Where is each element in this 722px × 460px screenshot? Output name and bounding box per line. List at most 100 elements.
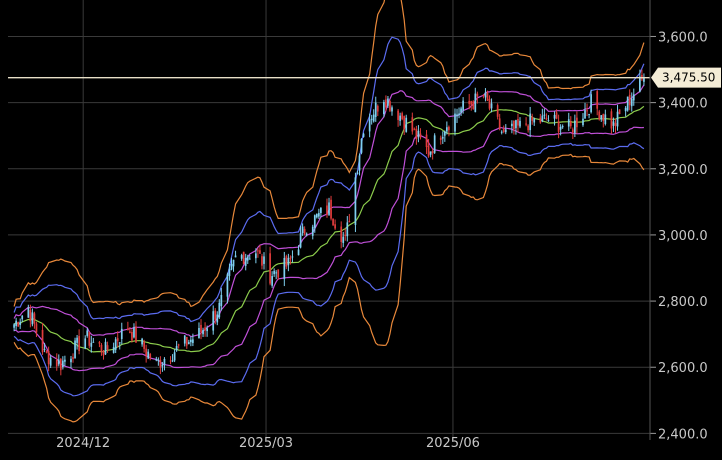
candle-body <box>419 133 422 138</box>
last-price-tag-shape <box>651 67 721 88</box>
candle-body <box>545 117 548 120</box>
candle-body <box>576 117 578 128</box>
candle-body <box>269 253 271 284</box>
candle-body <box>614 123 617 127</box>
candle-body <box>291 256 294 258</box>
candle-body <box>84 338 87 349</box>
candle-body <box>169 360 172 362</box>
candle-body <box>643 77 645 82</box>
candle-body <box>411 117 414 132</box>
candle-body <box>88 332 91 346</box>
candle-body <box>498 118 501 130</box>
candle-body <box>102 351 105 356</box>
candle-body <box>163 358 166 365</box>
candle-body <box>35 323 38 333</box>
candle-body <box>539 117 542 123</box>
candle-body <box>285 256 288 267</box>
candle-body <box>127 328 129 331</box>
candle-body <box>100 344 103 353</box>
candle-body <box>397 110 399 120</box>
candle-body <box>511 123 513 127</box>
candle-body <box>531 116 534 121</box>
candle-body <box>232 259 235 267</box>
candle-body <box>175 346 178 351</box>
candle-body <box>517 118 519 126</box>
candle-body <box>29 310 32 322</box>
x-tick-label: 2024/12 <box>56 436 110 451</box>
y-tick-label: 3,600.0 <box>658 30 708 45</box>
candle-body <box>346 222 349 237</box>
candle-body <box>234 255 237 258</box>
candle-body <box>567 119 570 127</box>
candle-body <box>214 310 217 320</box>
candle-body <box>120 328 123 339</box>
candle-body <box>49 357 52 366</box>
candle-body <box>600 115 603 120</box>
candle-body <box>114 339 117 350</box>
candle-body <box>159 359 162 368</box>
candle-body <box>98 342 101 344</box>
candle-body <box>454 113 456 132</box>
candle-body <box>330 199 332 219</box>
candle-body <box>147 351 150 359</box>
candle-body <box>472 101 475 109</box>
candle-body <box>187 342 190 345</box>
candle-body <box>275 272 278 274</box>
candle-body <box>582 118 584 126</box>
x-tick-label: 2025/06 <box>426 436 480 451</box>
candle-body <box>17 321 20 327</box>
candle-body <box>177 344 180 346</box>
candle-body <box>612 121 615 126</box>
candle-body <box>488 98 491 109</box>
candle-body <box>171 360 174 362</box>
candle-body <box>586 110 588 112</box>
candle-body <box>273 270 276 275</box>
candle-body <box>289 257 292 259</box>
candle-body <box>486 92 489 101</box>
candle-body <box>626 96 629 111</box>
candle-body <box>332 218 334 226</box>
candle-body <box>57 359 60 365</box>
candle-body <box>15 320 17 327</box>
candle-body <box>630 98 633 107</box>
candle-body <box>354 177 357 225</box>
candle-body <box>70 358 72 363</box>
candle-body <box>360 138 363 153</box>
candlestick-series <box>13 69 645 376</box>
candle-body <box>200 324 202 333</box>
candle-body <box>155 359 158 361</box>
candle-body <box>476 93 479 97</box>
grid-lines <box>8 0 650 440</box>
candle-body <box>482 94 485 97</box>
candle-body <box>242 251 245 265</box>
candle-body <box>55 360 58 367</box>
candle-body <box>385 99 387 108</box>
candle-body <box>157 359 160 361</box>
candle-body <box>561 126 564 128</box>
candle-body <box>533 118 536 123</box>
candle-body <box>490 103 493 109</box>
candle-body <box>189 339 192 343</box>
y-tick-label: 3,400.0 <box>658 97 708 112</box>
candle-body <box>204 327 206 331</box>
candle-body <box>116 338 119 342</box>
candle-body <box>431 150 434 154</box>
candle-body <box>212 311 215 331</box>
candle-body <box>399 115 401 121</box>
candle-body <box>27 307 30 318</box>
candle-body <box>220 294 223 307</box>
candle-body <box>47 350 50 365</box>
candle-body <box>216 314 219 323</box>
candle-body <box>86 330 89 336</box>
candle-body <box>616 111 619 127</box>
candle-body <box>131 332 133 341</box>
candle-body <box>255 253 257 259</box>
candle-body <box>299 232 302 248</box>
candle-body <box>504 129 507 133</box>
candle-body <box>515 120 517 129</box>
candle-body <box>604 114 607 124</box>
candle-body <box>271 276 273 286</box>
candle-body <box>387 98 389 106</box>
band-upper-3 <box>13 0 645 308</box>
candle-body <box>569 121 572 127</box>
